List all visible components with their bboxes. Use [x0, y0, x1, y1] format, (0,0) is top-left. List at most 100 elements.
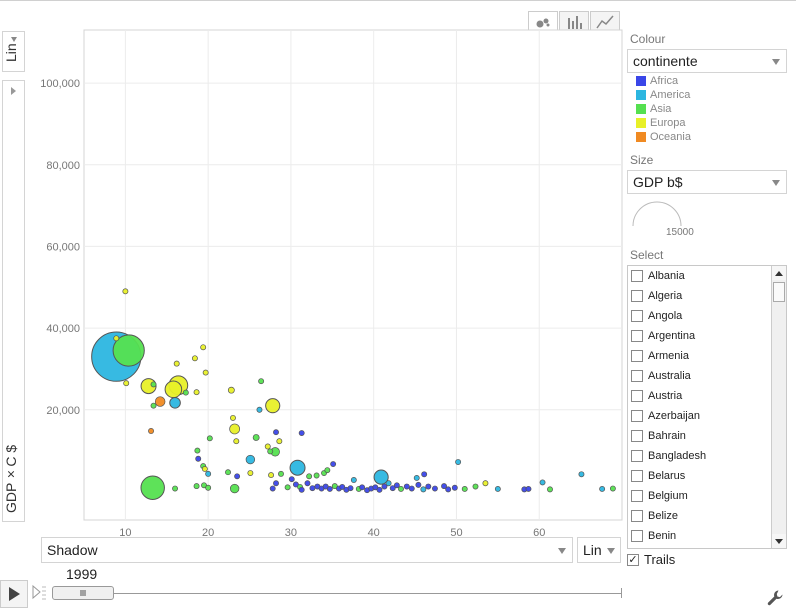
data-point [304, 480, 311, 487]
country-checkbox[interactable] [631, 510, 643, 522]
list-item[interactable]: Belize [628, 506, 786, 526]
legend-item[interactable]: America [636, 88, 691, 102]
time-slider-track[interactable] [52, 593, 622, 594]
country-checkbox[interactable] [631, 270, 643, 282]
x-tick-label: 60 [533, 527, 545, 539]
country-checkbox[interactable] [631, 450, 643, 462]
play-button[interactable] [0, 580, 28, 608]
country-checkbox[interactable] [631, 370, 643, 382]
country-checkbox[interactable] [631, 430, 643, 442]
data-point [547, 486, 553, 493]
country-checkbox[interactable] [631, 410, 643, 422]
select-label: Select [630, 248, 664, 262]
list-item[interactable]: Belgium [628, 486, 786, 506]
chart-type-tabs [528, 11, 621, 31]
data-point [494, 486, 501, 492]
list-item[interactable]: Armenia [628, 346, 786, 366]
data-point [164, 380, 183, 399]
country-checkbox[interactable] [631, 330, 643, 342]
scroll-up-button[interactable] [772, 266, 786, 280]
legend-item[interactable]: Oceania [636, 130, 691, 144]
settings-button[interactable] [764, 587, 786, 609]
list-item[interactable]: Austria [628, 386, 786, 406]
x-variable-selector[interactable]: Shadow [41, 537, 573, 563]
y-tick-label: 60,000 [46, 241, 80, 253]
legend-swatch [636, 76, 646, 86]
list-item[interactable]: Bangladesh [628, 446, 786, 466]
country-checkbox[interactable] [631, 530, 643, 542]
x-scale-selector[interactable]: Lin [577, 537, 621, 563]
country-checkbox[interactable] [631, 290, 643, 302]
y-tick-label: 100,000 [40, 78, 80, 90]
data-point [599, 486, 606, 492]
colour-label: Colour [630, 32, 666, 46]
data-point [472, 483, 479, 490]
data-point [245, 454, 256, 465]
list-item[interactable]: Azerbaijan [628, 406, 786, 426]
data-point [195, 455, 202, 462]
list-item[interactable]: Albania [628, 266, 786, 286]
chevron-down-icon [11, 37, 17, 42]
trails-checkbox[interactable]: ✓ [627, 553, 639, 566]
data-point [169, 397, 181, 409]
legend-item[interactable]: Africa [636, 74, 691, 88]
legend-item[interactable]: Europa [636, 116, 691, 130]
country-checkbox[interactable] [631, 350, 643, 362]
country-label: Austria [648, 390, 683, 402]
time-slider-thumb[interactable] [52, 586, 114, 600]
data-point [339, 483, 346, 490]
tab-bubble[interactable] [528, 11, 558, 31]
data-point [359, 484, 366, 491]
data-point [112, 334, 145, 367]
data-point [252, 434, 260, 441]
scroll-thumb[interactable] [773, 282, 785, 302]
scroll-down-button[interactable] [772, 534, 786, 548]
data-point [347, 485, 354, 492]
data-point [233, 438, 240, 445]
y-scale-selector[interactable]: Lin [2, 31, 25, 72]
data-point [256, 406, 263, 413]
playback-speed-button[interactable] [32, 584, 46, 600]
data-point [172, 485, 178, 492]
x-tick-label: 20 [202, 527, 214, 539]
y-tick-label: 40,000 [46, 323, 80, 335]
top-border [0, 0, 796, 1]
country-list[interactable]: Albania Algeria Angola Argentina Armenia Aust… [627, 265, 787, 549]
country-checkbox[interactable] [631, 310, 643, 322]
country-checkbox[interactable] [631, 470, 643, 482]
country-checkbox[interactable] [631, 390, 643, 402]
data-point [415, 481, 422, 488]
country-label: Belgium [648, 490, 688, 502]
data-point [385, 480, 392, 487]
country-label: Armenia [648, 350, 689, 362]
country-checkbox[interactable] [631, 490, 643, 502]
list-item[interactable]: Benin [628, 526, 786, 546]
y-tick-label: 80,000 [46, 160, 80, 172]
data-point [148, 428, 154, 434]
trails-toggle[interactable]: ✓ Trails [627, 552, 675, 567]
list-item[interactable]: Algeria [628, 286, 786, 306]
list-item[interactable]: Bahrain [628, 426, 786, 446]
legend-item[interactable]: Asia [636, 102, 691, 116]
list-item[interactable]: Argentina [628, 326, 786, 346]
tab-bar[interactable] [559, 11, 589, 31]
country-label: Bahrain [648, 430, 686, 442]
x-scale-value: Lin [583, 542, 602, 558]
x-tick-label: 30 [285, 527, 297, 539]
legend-swatch [636, 132, 646, 142]
list-scrollbar[interactable] [771, 266, 786, 548]
data-point [267, 448, 274, 455]
y-variable-selector[interactable]: GDP×C $ [2, 80, 25, 522]
list-item[interactable]: Australia [628, 366, 786, 386]
data-point [258, 378, 265, 385]
list-item[interactable]: Belarus [628, 466, 786, 486]
data-point [326, 486, 333, 492]
tab-line[interactable] [590, 11, 620, 31]
country-list-items: Albania Algeria Angola Argentina Armenia Aust… [628, 266, 786, 546]
data-point [482, 480, 489, 487]
colour-selector[interactable]: continente [627, 49, 787, 73]
country-label: Azerbaijan [648, 410, 700, 422]
list-item[interactable]: Angola [628, 306, 786, 326]
size-selector[interactable]: GDP b$ [627, 170, 787, 194]
